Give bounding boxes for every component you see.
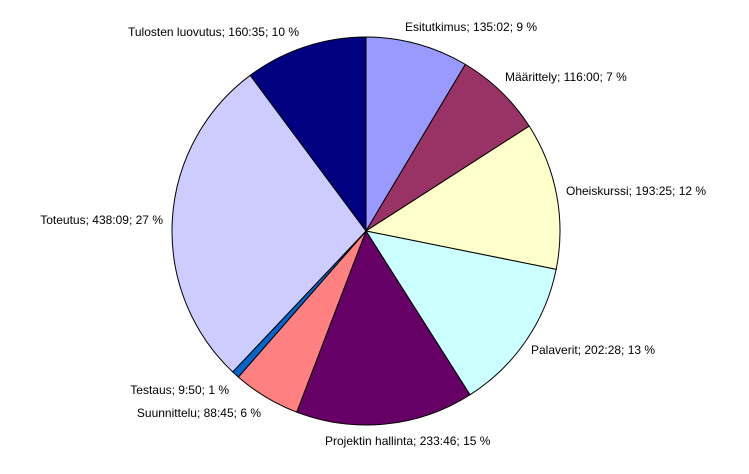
pie-slice-palaverit (365, 230, 557, 396)
slice-label-maarittely: Määrittely; 116:00; 7 % (505, 70, 627, 84)
slice-label-toteutus: Toteutus; 438:09; 27 % (40, 213, 163, 227)
pie-slice-oheiskurssi (365, 125, 561, 270)
slice-label-projektin-hallinta: Projektin hallinta; 233:46; 15 % (325, 434, 491, 448)
pie-slice-projektin-hallinta (296, 230, 471, 426)
slice-label-suunnittelu: Suunnittelu; 88:45; 6 % (137, 406, 261, 420)
pie-slice-tulosten-luovutus (249, 36, 367, 232)
slice-label-palaverit: Palaverit; 202:28; 13 % (531, 343, 655, 357)
slice-label-testaus: Testaus; 9:50; 1 % (130, 383, 229, 397)
pie-slice-esitutkimus (365, 36, 466, 232)
pie-slices (171, 36, 561, 426)
pie-slice-toteutus (171, 74, 367, 373)
slice-label-oheiskurssi: Oheiskurssi; 193:25; 12 % (566, 184, 706, 198)
slice-label-tulosten-luovutus: Tulosten luovutus; 160:35; 10 % (128, 25, 299, 39)
slice-label-esitutkimus: Esitutkimus; 135:02; 9 % (405, 20, 537, 34)
